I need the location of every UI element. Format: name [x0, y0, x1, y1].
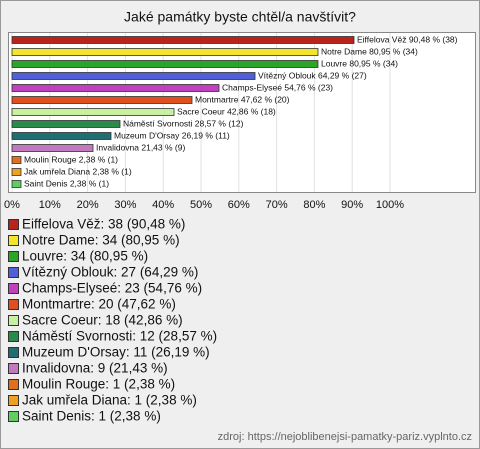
- legend-label: Champs-Elyseé: 23 (54,76 %): [22, 281, 202, 296]
- legend-label: Moulin Rouge: 1 (2,38 %): [22, 377, 175, 392]
- x-tick-label: 20%: [77, 199, 99, 211]
- bar: [11, 60, 319, 68]
- chart-title: Jaké památky byste chtěl/a navštívit?: [124, 9, 356, 25]
- legend-label: Saint Denis: 1 (2,38 %): [22, 409, 161, 424]
- x-tick-label: 100%: [376, 199, 404, 211]
- bar: [11, 84, 220, 92]
- legend-swatch: [8, 235, 19, 246]
- x-tick-label: 70%: [266, 199, 288, 211]
- bar: [11, 156, 22, 164]
- bar: [11, 108, 175, 116]
- bar: [11, 48, 319, 56]
- value-label: Muzeum D'Orsay 26,19 % (11): [114, 130, 230, 140]
- value-label: Moulin Rouge 2,38 % (1): [24, 154, 118, 164]
- value-label: Invalidovna 21,43 % (9): [96, 142, 185, 152]
- bar: [11, 72, 256, 80]
- legend-swatch: [8, 363, 19, 374]
- legend-swatch: [8, 331, 19, 342]
- source: zdroj: https://nejoblibenejsi-pamatky-pa…: [218, 431, 472, 443]
- value-label: Louvre 80,95 % (34): [321, 58, 398, 68]
- bar: [11, 180, 22, 188]
- legend-swatch: [8, 267, 19, 278]
- value-label: Saint Denis 2,38 % (1): [24, 178, 109, 188]
- legend-swatch: [8, 411, 19, 422]
- value-label: Jak umřela Diana 2,38 % (1): [24, 166, 132, 176]
- legend-label: Eiffelova Věž: 38 (90,48 %): [22, 217, 185, 232]
- legend-swatch: [8, 347, 19, 358]
- legend-label: Sacre Coeur: 18 (42,86 %): [22, 313, 183, 328]
- x-tick-label: 60%: [228, 199, 250, 211]
- legend-swatch: [8, 219, 19, 230]
- legend-swatch: [8, 299, 19, 310]
- legend-label: Náměstí Svornosti: 12 (28,57 %): [22, 329, 217, 344]
- legend-label: Louvre: 34 (80,95 %): [22, 249, 148, 264]
- value-label: Notre Dame 80,95 % (34): [321, 46, 418, 56]
- bar: [11, 96, 193, 104]
- x-tick-label: 90%: [341, 199, 363, 211]
- legend-label: Vítězný Oblouk: 27 (64,29 %): [22, 265, 198, 280]
- legend-swatch: [8, 395, 19, 406]
- value-label: Náměstí Svornosti 28,57 % (12): [123, 118, 244, 128]
- legend-label: Jak umřela Diana: 1 (2,38 %): [22, 393, 197, 408]
- legend-label: Invalidovna: 9 (21,43 %): [22, 361, 168, 376]
- x-tick-label: 50%: [190, 199, 212, 211]
- legend-swatch: [8, 315, 19, 326]
- bar: [11, 168, 22, 176]
- legend-swatch: [8, 251, 19, 262]
- bar: [11, 132, 112, 140]
- x-tick-label: 0%: [4, 199, 20, 211]
- legend-swatch: [8, 379, 19, 390]
- bar: [11, 36, 355, 44]
- x-tick-label: 80%: [303, 199, 325, 211]
- legend-swatch: [8, 283, 19, 294]
- value-label: Vítězný Oblouk 64,29 % (27): [258, 70, 367, 80]
- bar: [11, 144, 94, 152]
- x-tick-label: 10%: [39, 199, 61, 211]
- bar: [11, 120, 121, 128]
- x-tick-label: 30%: [114, 199, 136, 211]
- value-label: Eiffelova Věž 90,48 % (38): [357, 34, 458, 44]
- x-tick-label: 40%: [152, 199, 174, 211]
- value-label: Sacre Coeur 42,86 % (18): [177, 106, 276, 116]
- value-label: Montmartre 47,62 % (20): [195, 94, 290, 104]
- value-label: Champs-Elyseé 54,76 % (23): [222, 82, 333, 92]
- legend-label: Notre Dame: 34 (80,95 %): [22, 233, 180, 248]
- legend-label: Montmartre: 20 (47,62 %): [22, 297, 176, 312]
- legend-label: Muzeum D'Orsay: 11 (26,19 %): [22, 345, 210, 360]
